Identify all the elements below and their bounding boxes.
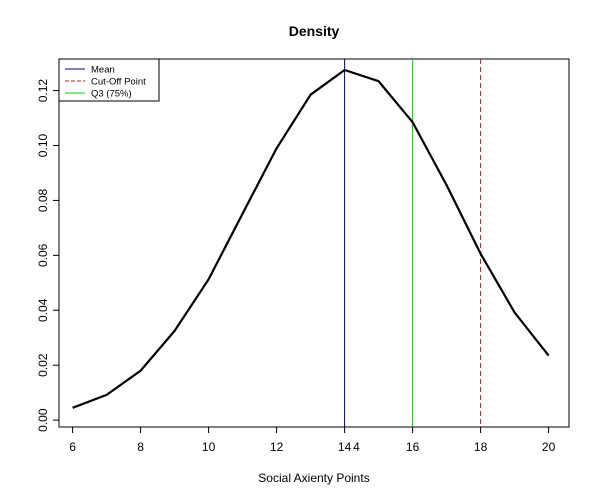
legend-label: Mean	[91, 65, 115, 76]
reference-lines	[344, 59, 482, 427]
y-tick-label: 0.10	[36, 134, 50, 158]
density-line	[72, 68, 550, 409]
x-axis-label: Social Axienty Points	[258, 471, 369, 485]
legend-label: Q3 (75%)	[91, 89, 132, 100]
x-tick-label: 8	[137, 440, 144, 454]
x-tick-label: 20	[542, 440, 556, 454]
y-tick-label: 0.06	[36, 243, 50, 267]
y-axis-ticks: 0.00 0.02 0.04 0.06 0.08 0.10 0.12	[36, 79, 59, 432]
plot-frame	[58, 58, 570, 428]
x-tick-label: 4	[353, 440, 360, 454]
y-tick-label: 0.12	[36, 79, 50, 103]
x-axis-ticks: 6 8 10 12 14 16 18 20 4	[69, 427, 556, 454]
x-tick-label: 12	[270, 440, 284, 454]
y-tick-label: 0.00	[36, 408, 50, 432]
x-tick-label: 6	[69, 440, 76, 454]
y-tick-label: 0.02	[36, 353, 50, 377]
x-tick-label: 10	[202, 440, 216, 454]
y-tick-label: 0.04	[36, 298, 50, 322]
legend-box	[58, 58, 160, 102]
chart-title: Density	[289, 23, 340, 39]
y-tick-label: 0.08	[36, 188, 50, 212]
x-tick-label: 14	[338, 440, 352, 454]
x-tick-label: 16	[406, 440, 420, 454]
series-group	[72, 68, 550, 409]
legend-label: Cut-Off Point	[91, 77, 146, 88]
x-tick-label: 18	[474, 440, 488, 454]
